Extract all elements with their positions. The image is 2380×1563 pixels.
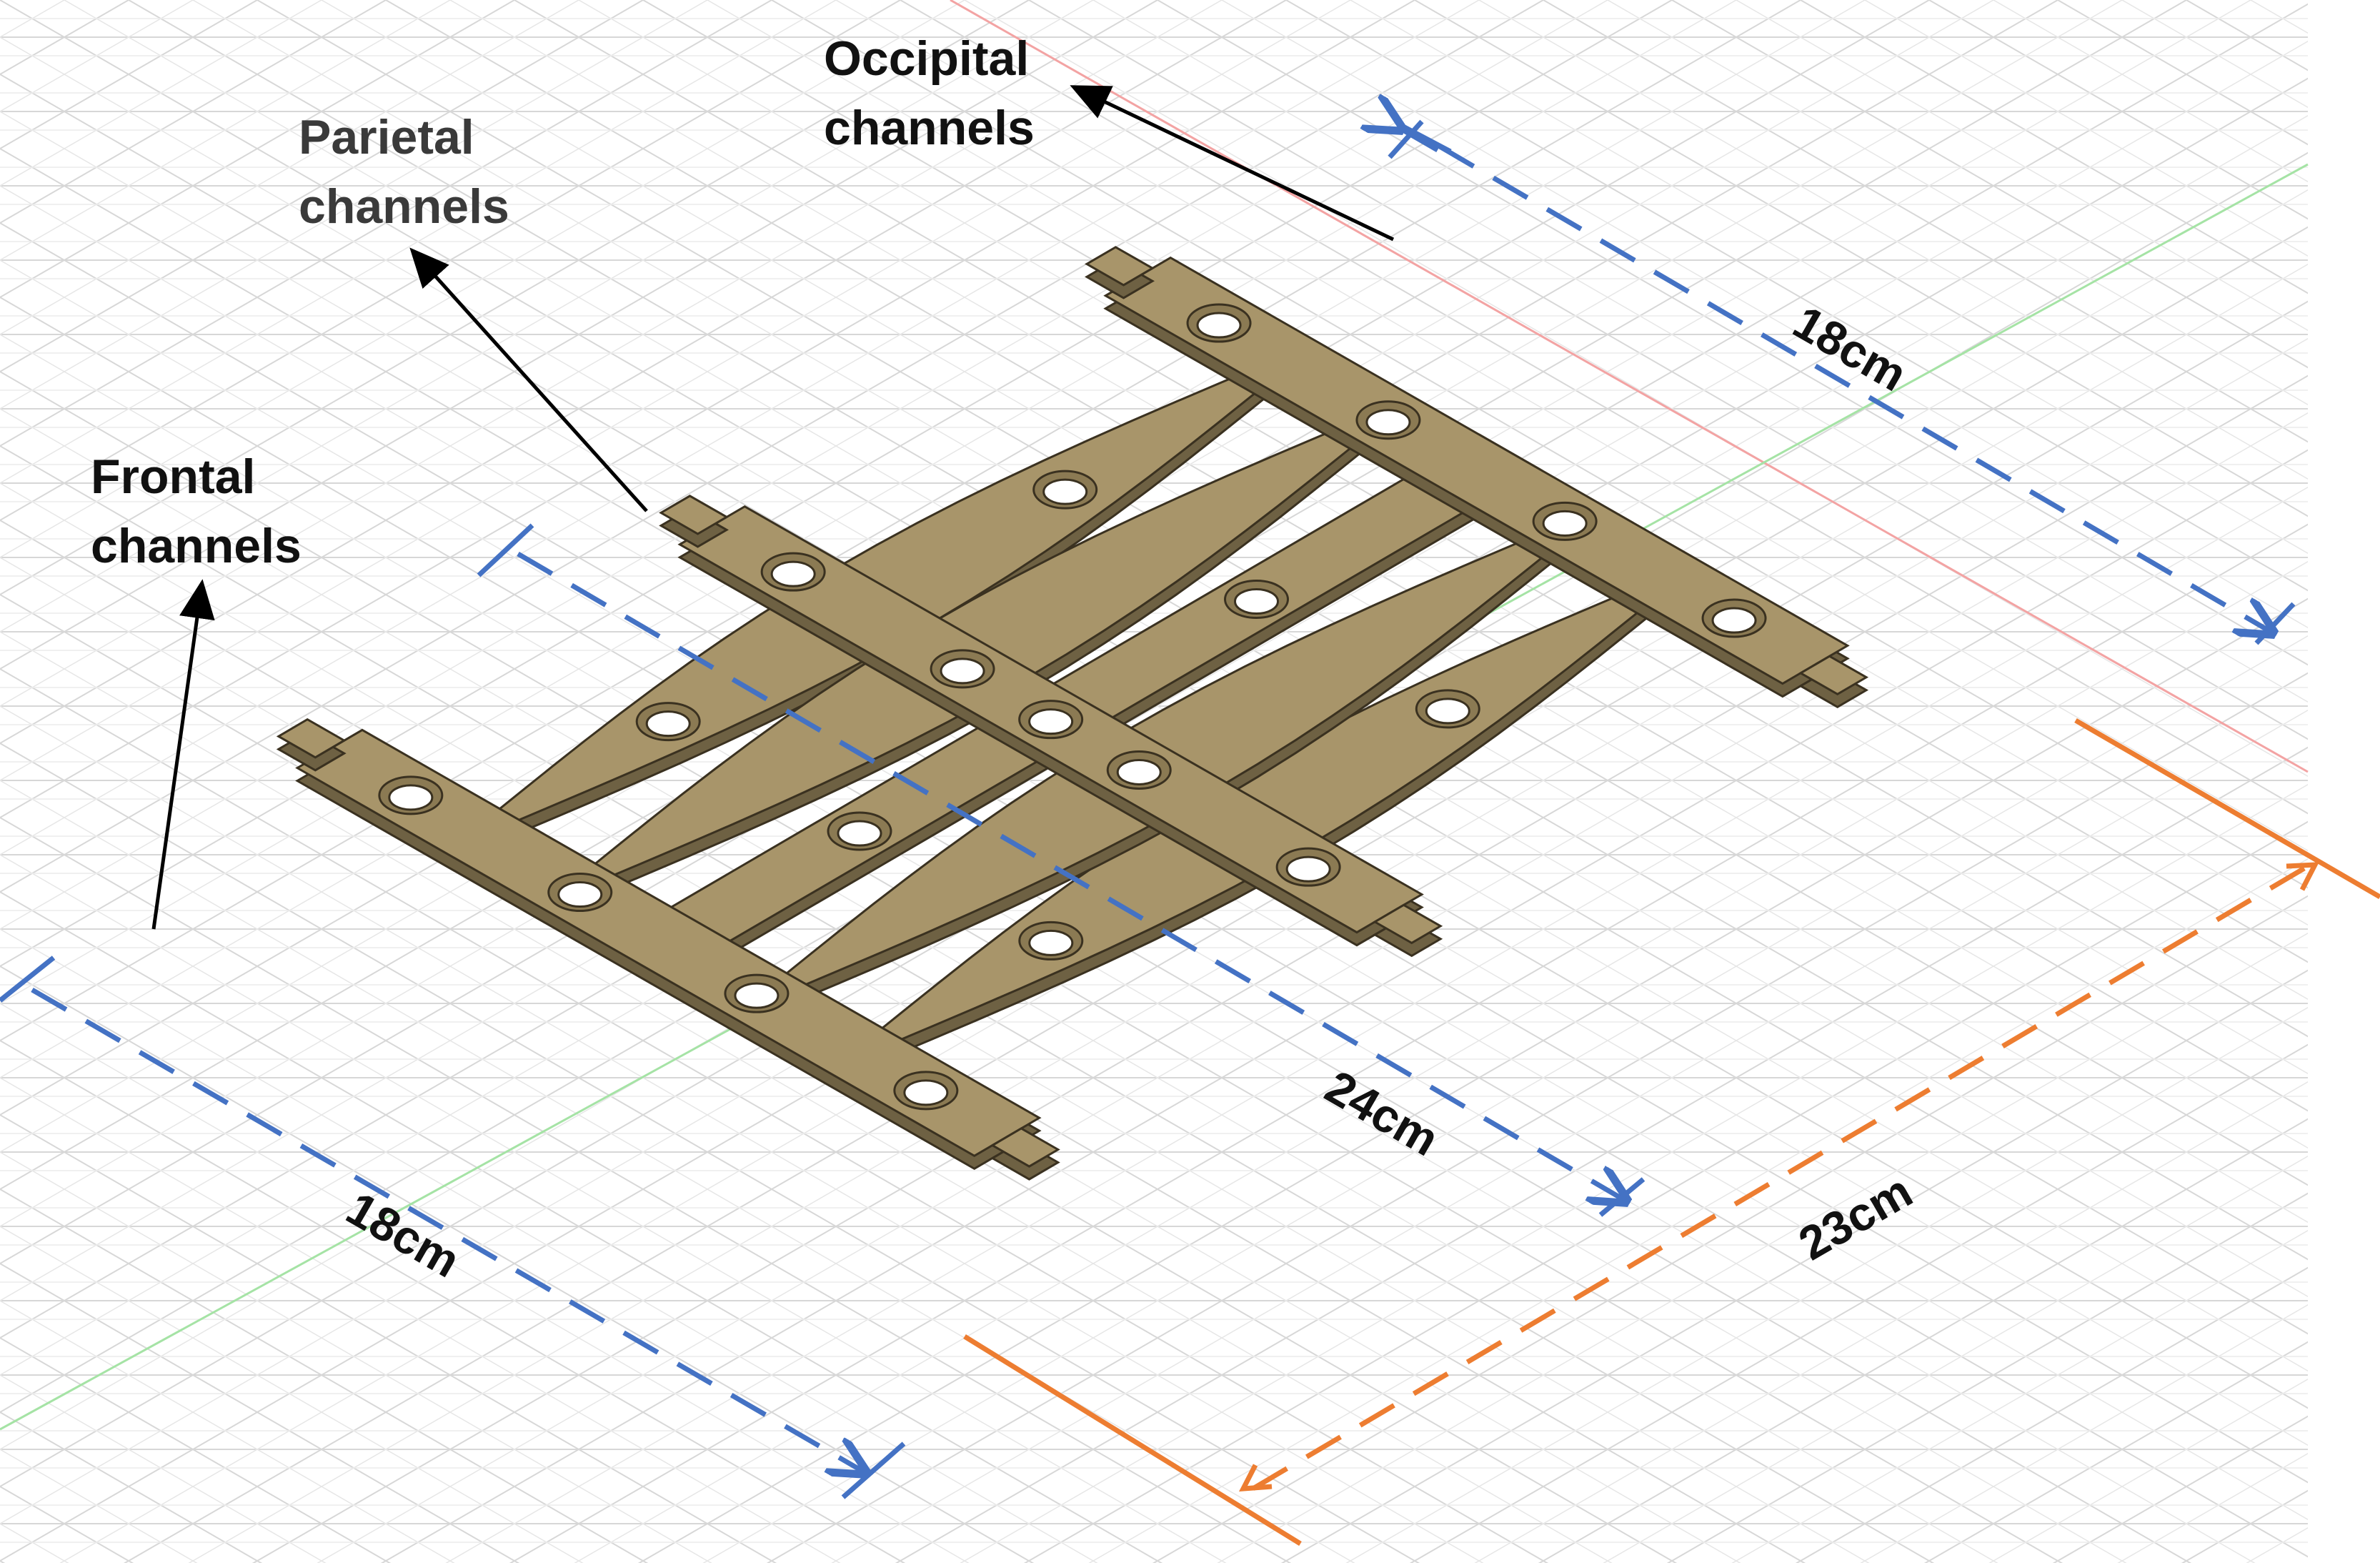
electrode-hole-8 — [1285, 855, 1331, 883]
electrode-hole-18 — [1425, 698, 1470, 725]
occipital-tab-right — [1798, 655, 1869, 696]
electrode-hole-12 — [1711, 607, 1757, 634]
electrode-hole-4 — [903, 1079, 949, 1106]
electrode-hole-17 — [1234, 588, 1279, 615]
frontal-leader-arrow — [151, 579, 215, 930]
electrode-hole-15 — [1028, 929, 1074, 956]
electrode-hole-5 — [770, 560, 816, 587]
dimension-overall — [963, 718, 2380, 1546]
electrode-hole-10 — [1365, 409, 1411, 436]
electrode-board — [276, 246, 1869, 1181]
dimension-frontal-width — [0, 956, 906, 1499]
dimension-length — [477, 523, 1645, 1217]
electrode-hole-1 — [388, 784, 434, 811]
electrode-hole-2 — [557, 881, 603, 908]
electrode-hole-19 — [1028, 708, 1074, 735]
electrode-hole-16 — [1042, 478, 1088, 505]
red-axis-line — [950, 0, 2309, 773]
frontal-tab-right — [990, 1127, 1060, 1168]
frontal-label: Frontal channels — [91, 450, 302, 573]
occipital-tab-left — [1085, 246, 1155, 287]
electrode-hole-6 — [940, 658, 985, 685]
occipital-label: Occipital channels — [824, 31, 1042, 155]
parietal-tab-right — [1373, 903, 1443, 945]
parietal-label: Parietal channels — [299, 110, 509, 234]
electrode-hole-7 — [1116, 758, 1162, 785]
electrode-hole-3 — [734, 982, 780, 1009]
frontal-tab-left — [276, 718, 347, 759]
electrode-hole-11 — [1542, 510, 1588, 537]
dimension-occipital-width — [1390, 121, 2296, 645]
occipital-leader-arrow — [1070, 85, 1395, 242]
electrode-hole-9 — [1196, 312, 1242, 339]
electrode-hole-14 — [837, 820, 882, 847]
parietal-tab-left — [659, 495, 729, 535]
parietal-leader-arrow — [409, 247, 648, 512]
electrode-hole-13 — [645, 710, 691, 738]
